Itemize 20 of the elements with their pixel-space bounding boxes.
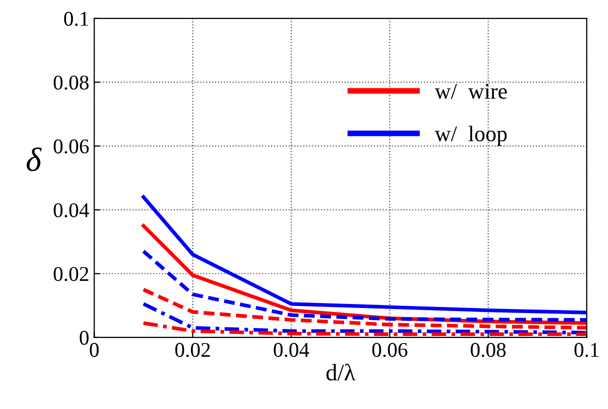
x-tick-label: 0.04 <box>274 342 310 358</box>
x-tick-label: 0.02 <box>175 342 210 358</box>
legend-label: w/ loop <box>434 126 507 146</box>
y-tick-label: 0 <box>80 330 89 345</box>
y-tick-label: 0.02 <box>54 266 88 282</box>
y-tick-label: 0.06 <box>54 139 89 154</box>
line-series <box>142 249 587 322</box>
x-tick-label: 0.06 <box>372 342 408 358</box>
y-tick-label: 0.08 <box>54 76 89 90</box>
y-tick-label: 0.04 <box>54 203 90 218</box>
y-tick-label: 0.1 <box>64 12 88 26</box>
y-axis-title: δ <box>26 148 42 172</box>
line-series <box>142 302 587 334</box>
line-series <box>142 195 587 314</box>
x-tick-label: 0 <box>90 342 99 357</box>
x-tick-label: 0.08 <box>470 342 506 358</box>
x-tick-label: 0.1 <box>574 342 598 358</box>
x-axis-title: d/λ <box>326 364 356 381</box>
line-series <box>142 321 587 336</box>
legend-label: w/ wire <box>434 84 507 99</box>
